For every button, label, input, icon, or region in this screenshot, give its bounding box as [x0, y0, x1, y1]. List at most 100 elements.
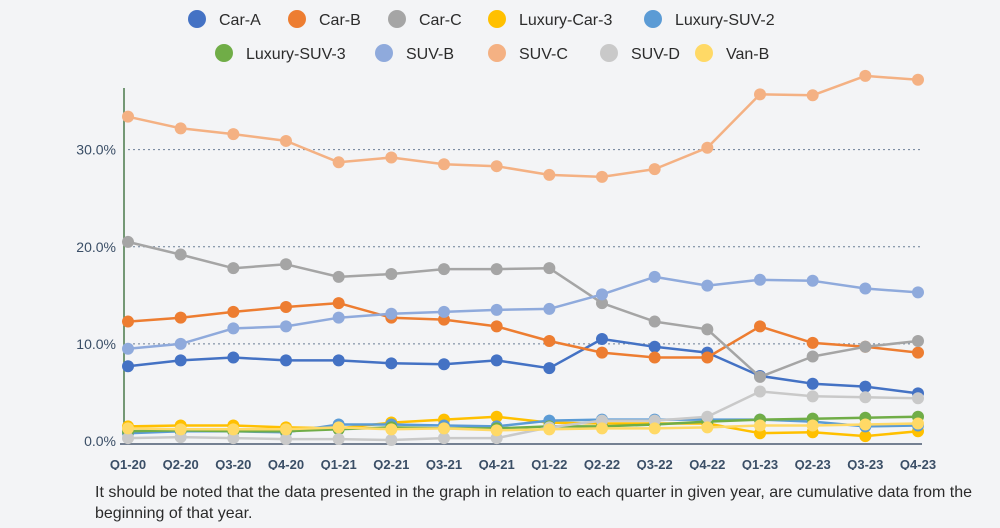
tick-labels: 0.0% 10.0% 20.0% 30.0% Q1-20 Q2-20 Q3-20 Q4-20 Q…: [76, 142, 936, 472]
data-point-car-c-q1-21: [332, 270, 345, 283]
data-point-car-c-q4-21: [490, 263, 503, 276]
data-point-car-b-q1-22: [543, 334, 556, 347]
data-point-suv-c-q3-21: [438, 158, 450, 171]
legend-marker-luxury-car-3: [488, 10, 506, 28]
x-tick-label-q3-20: Q3-20: [215, 457, 251, 470]
data-point-suv-c-q2-22: [596, 170, 608, 183]
series-line-suv-d: [127, 390, 919, 442]
data-point-car-c-q3-22: [648, 315, 661, 328]
y-tick-label: 20.0%: [76, 239, 116, 255]
data-point-van-b-q2-23: [806, 419, 819, 432]
data-point-car-c-q3-20: [227, 262, 240, 275]
data-point-car-c-q1-22: [543, 262, 556, 275]
data-point-car-a-q2-22: [596, 333, 608, 346]
data-point-suv-b-q1-21: [332, 311, 345, 324]
x-tick-label-q3-22: Q3-22: [637, 457, 673, 470]
series-line-car-a: [127, 337, 919, 395]
data-point-car-b-q3-22: [648, 351, 661, 364]
series-line-suv-b: [127, 275, 919, 351]
data-point-suv-c-q4-23: [912, 73, 924, 86]
data-point-car-b-q2-20: [174, 311, 187, 324]
data-point-car-b-q4-21: [490, 320, 503, 333]
series-line-luxury-suv-3: [127, 415, 919, 433]
data-point-suv-c-q3-23: [859, 69, 872, 82]
data-point-van-b-q3-22: [648, 422, 661, 435]
footnote: It should be noted that the data present…: [95, 484, 973, 522]
series-car-c: [122, 235, 924, 383]
data-point-suv-b-q1-23: [754, 273, 766, 286]
data-point-van-b-q4-23: [912, 417, 924, 430]
data-point-car-a-q3-22: [648, 340, 661, 353]
data-point-suv-b-q2-23: [806, 274, 819, 287]
data-point-car-c-q2-20: [174, 248, 187, 261]
data-point-car-a-q4-20: [280, 354, 292, 367]
data-point-van-b-q1-22: [543, 423, 556, 436]
x-tick-label-q4-22: Q4-22: [689, 457, 725, 470]
data-point-suv-b-q3-23: [859, 282, 872, 295]
series-suv-d: [122, 385, 924, 447]
data-point-luxury-car-3-q4-21: [490, 410, 503, 423]
x-tick-label-q2-23: Q2-23: [795, 457, 831, 470]
gridlines: [128, 149, 922, 345]
legend-label-suv-d: SUV-D: [631, 46, 680, 63]
series-layer: [122, 69, 924, 447]
legend-label-suv-b: SUV-B: [406, 46, 454, 63]
series-van-b: [122, 417, 924, 437]
legend-item-suv-d: SUV-D: [600, 44, 680, 63]
legend-item-suv-b: SUV-B: [375, 44, 454, 63]
data-point-van-b-q3-21: [438, 422, 450, 435]
data-point-suv-c-q3-22: [648, 163, 661, 176]
x-tick-label-q2-20: Q2-20: [163, 457, 199, 470]
data-point-suv-c-q4-21: [490, 160, 503, 173]
legend-label-car-b: Car-B: [319, 12, 361, 29]
data-point-car-c-q4-22: [701, 323, 714, 336]
data-point-car-b-q3-20: [227, 305, 240, 318]
legend-marker-luxury-suv-2: [644, 10, 662, 28]
legend-marker-suv-b: [375, 44, 393, 62]
data-point-car-b-q2-22: [596, 346, 608, 359]
data-point-suv-c-q1-22: [543, 168, 556, 181]
data-point-suv-c-q4-22: [701, 141, 714, 154]
data-point-van-b-q4-21: [490, 424, 503, 437]
axes: [120, 88, 922, 445]
data-point-van-b-q1-21: [332, 421, 345, 434]
data-point-suv-b-q4-21: [490, 303, 503, 316]
data-point-car-a-q1-21: [332, 354, 345, 367]
line-chart: Car-A Car-B Car-C Luxury-Car-3 Luxury-SUV-2 L…: [76, 10, 936, 472]
data-point-car-c-q1-20: [122, 235, 134, 248]
legend-item-luxury-suv-3: Luxury-SUV-3: [215, 44, 346, 63]
series-line-suv-c: [127, 74, 919, 179]
data-point-car-b-q4-20: [280, 300, 292, 313]
y-tick-label: 0.0%: [84, 433, 116, 449]
legend-label-luxury-car-3: Luxury-Car-3: [519, 12, 612, 29]
data-point-car-a-q3-20: [227, 351, 240, 364]
data-point-car-b-q1-21: [332, 297, 345, 310]
data-point-car-a-q3-21: [438, 358, 450, 371]
data-point-luxury-car-3-q3-23: [859, 430, 872, 443]
data-point-car-b-q1-23: [754, 320, 766, 333]
data-point-van-b-q3-20: [227, 423, 240, 436]
data-point-suv-d-q1-23: [754, 385, 766, 398]
data-point-suv-b-q3-20: [227, 322, 240, 335]
data-point-car-a-q4-21: [490, 354, 503, 367]
legend-item-luxury-suv-2: Luxury-SUV-2: [644, 10, 775, 29]
data-point-car-c-q4-20: [280, 258, 292, 271]
y-tick-label: 10.0%: [76, 336, 116, 352]
data-point-car-c-q1-23: [754, 370, 766, 383]
data-point-suv-c-q2-20: [174, 122, 187, 135]
legend-marker-suv-d: [600, 44, 618, 62]
data-point-suv-c-q2-23: [806, 89, 819, 102]
data-point-suv-b-q4-23: [912, 286, 924, 299]
series-line-luxury-car-3: [127, 415, 919, 438]
x-tick-label-q4-20: Q4-20: [268, 457, 304, 470]
x-tick-label-q3-23: Q3-23: [847, 457, 883, 470]
legend-label-suv-c: SUV-C: [519, 46, 568, 63]
data-point-car-a-q1-20: [122, 360, 134, 373]
data-point-car-a-q2-21: [385, 357, 398, 370]
legend-item-car-b: Car-B: [288, 10, 361, 29]
series-car-b: [122, 297, 924, 364]
x-tick-label-q1-21: Q1-21: [321, 457, 357, 470]
data-point-car-c-q3-21: [438, 263, 450, 276]
data-point-suv-d-q1-21: [332, 433, 345, 446]
